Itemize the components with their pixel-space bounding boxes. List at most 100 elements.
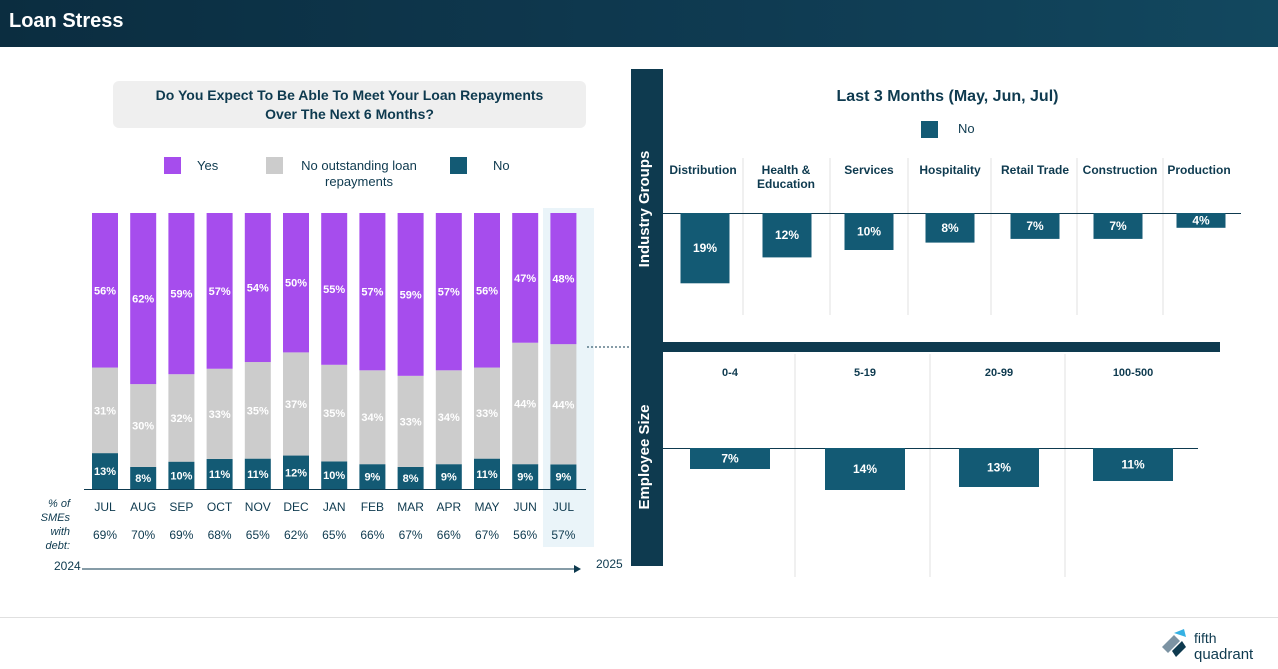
bar-segment-no <box>206 458 233 489</box>
data-label: 31% <box>94 405 116 417</box>
data-label: 37% <box>285 399 307 411</box>
pct-debt-value: 62% <box>283 528 309 542</box>
stacked-bar-chart: 13% 31% 56% 8% 30% 62% 10% 32% 59% 11% 33% 57% 11% 35… <box>84 213 586 490</box>
pct-debt-value: 57% <box>551 528 576 542</box>
pct-debt-value: 65% <box>322 528 347 542</box>
bar-segment-no <box>92 453 118 489</box>
pct-debt-value: 65% <box>245 528 270 542</box>
employee-bar <box>825 448 905 490</box>
data-label: 9% <box>555 472 571 484</box>
month-label: JAN <box>322 500 346 514</box>
employee-data-label: 11% <box>1121 458 1145 472</box>
data-label: 59% <box>400 289 422 301</box>
bar-segment-no <box>550 464 577 489</box>
data-label: 59% <box>170 289 192 301</box>
data-label: 9% <box>517 472 533 484</box>
pct-debt-value: 67% <box>474 528 500 542</box>
month-label: AUG <box>130 500 157 514</box>
month-label: JUL <box>94 500 116 514</box>
bar-segment-yes <box>283 213 309 353</box>
industry-bar <box>762 213 812 258</box>
industry-data-label: 7% <box>1109 219 1127 233</box>
bar-segment-yes <box>244 213 271 363</box>
data-label: 8% <box>403 473 419 485</box>
question-box: Do You Expect To Be Able To Meet Your Lo… <box>113 81 586 128</box>
data-label: 11% <box>209 469 231 481</box>
industry-label-services: Services <box>844 163 894 177</box>
right-legend-label-no: No <box>958 121 975 136</box>
timeline-arrow <box>82 565 581 573</box>
section-divider-bar <box>663 342 1220 352</box>
page-title: Loan Stress <box>9 10 124 32</box>
bar-segment-yes <box>168 213 195 375</box>
bar-segment-no-outstanding-loan-repayments <box>512 342 539 465</box>
pct-debt-value: 69% <box>169 528 194 542</box>
bar-segment-no <box>512 464 539 489</box>
industry-label-hospitality: Hospitality <box>919 163 981 177</box>
right-panel-side-bar <box>631 69 663 566</box>
industry-label-construction: Construction <box>1082 163 1158 177</box>
bar-segment-yes <box>550 213 577 345</box>
month-label: JUN <box>513 500 537 514</box>
data-label: 33% <box>476 408 498 420</box>
data-label: 33% <box>400 416 422 428</box>
pct-debt-value: 69% <box>92 528 118 542</box>
bar-segment-no-outstanding-loan-repayments <box>283 352 309 456</box>
pct-debt-value: 66% <box>360 528 385 542</box>
bar-segment-yes <box>435 213 462 371</box>
employee-bar <box>959 448 1039 487</box>
data-label: 56% <box>94 285 116 297</box>
bar-segment-no-outstanding-loan-repayments <box>244 362 271 459</box>
bar-segment-no-outstanding-loan-repayments <box>397 375 424 467</box>
employee-data-label: 7% <box>721 452 739 466</box>
bar-segment-yes <box>359 213 386 371</box>
bar-segment-no-outstanding-loan-repayments <box>435 370 462 465</box>
data-label: 10% <box>323 470 345 482</box>
data-label: 56% <box>476 285 498 297</box>
bar-segment-no-outstanding-loan-repayments <box>474 367 500 459</box>
employee-label-20-99: 20-99 <box>984 367 1014 379</box>
bar-segment-no-outstanding-loan-repayments <box>92 367 118 454</box>
industry-bar-chart: 19% 12% 10% 8% 7% 7% 4% <box>663 158 1241 315</box>
pct-debt-value: 66% <box>436 528 461 542</box>
employee-bar <box>1093 448 1173 481</box>
industry-label-health-education: Health & Education <box>756 163 815 191</box>
employee-label-100-500: 100-500 <box>1112 367 1154 379</box>
industry-label-distribution: Distribution <box>669 163 737 177</box>
data-label: 30% <box>132 421 154 433</box>
industry-bar <box>844 213 894 250</box>
data-label: 8% <box>135 473 151 485</box>
employee-data-label: 14% <box>853 462 877 476</box>
legend-label-yes: Yes <box>197 158 219 173</box>
fifth-quadrant-logo: fifth quadrant <box>1162 629 1254 663</box>
industry-label-retail-trade: Retail Trade <box>1000 163 1070 177</box>
month-label: MAY <box>474 500 500 514</box>
bar-segment-no <box>283 455 309 489</box>
data-label: 57% <box>438 287 460 299</box>
bar-segment-no <box>244 458 271 489</box>
industry-data-label: 8% <box>941 221 959 235</box>
bar-segment-no <box>168 461 195 489</box>
data-label: 33% <box>209 409 231 421</box>
data-label: 9% <box>441 472 457 484</box>
industry-data-label: 10% <box>857 225 881 239</box>
data-label: 11% <box>476 469 498 481</box>
data-label: 57% <box>209 286 231 298</box>
industry-data-label: 4% <box>1192 213 1210 227</box>
data-label: 47% <box>514 273 536 285</box>
industry-bar <box>925 213 975 243</box>
pct-smes-debt-label: % of SMEs with debt: <box>40 498 70 552</box>
month-label: MAR <box>397 500 424 514</box>
employee-bar <box>690 448 770 469</box>
data-label: 50% <box>285 278 307 290</box>
data-label: 34% <box>438 412 460 424</box>
data-label: 34% <box>361 412 383 424</box>
employee-label-0-4: 0-4 <box>722 367 738 379</box>
connector-line <box>587 346 633 348</box>
bar-segment-yes <box>92 213 118 368</box>
month-label: NOV <box>244 500 271 514</box>
right-legend-swatch-no <box>921 121 938 138</box>
industry-data-label: 7% <box>1026 219 1044 233</box>
industry-bar <box>1093 213 1143 239</box>
industry-bar <box>1176 213 1226 228</box>
